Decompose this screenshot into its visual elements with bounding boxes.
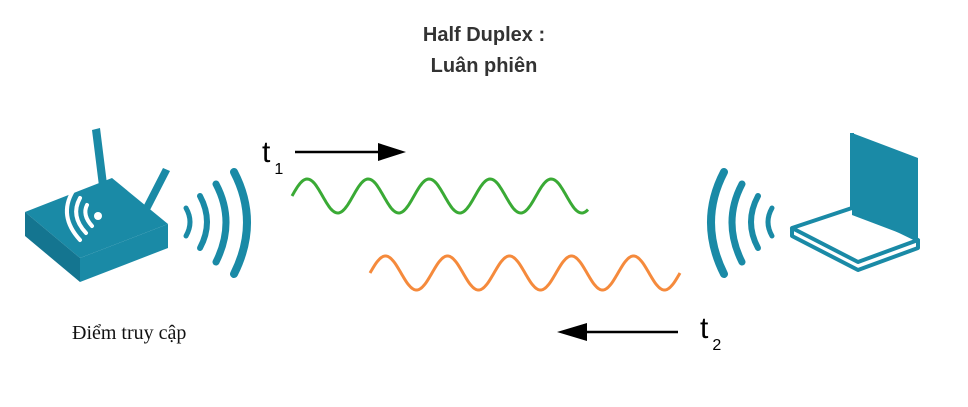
router-wifi-waves xyxy=(183,168,251,278)
router-icon xyxy=(25,128,170,282)
laptop-wifi-waves xyxy=(707,168,775,278)
t1-label-sub: 1 xyxy=(274,161,284,178)
diagram-title-line2: Luân phiên xyxy=(430,55,538,77)
t1-label: t1 xyxy=(262,136,283,179)
access-point-label: Điểm truy cập xyxy=(72,322,187,344)
t2-signal-wave xyxy=(368,254,682,292)
t2-label-main: t xyxy=(700,312,709,345)
t2-label-sub: 2 xyxy=(712,337,722,354)
t2-label: t2 xyxy=(700,312,721,355)
t2-arrow xyxy=(557,323,678,341)
diagram-title-line1: Half Duplex : xyxy=(422,24,546,46)
t1-label-main: t xyxy=(262,136,271,169)
t1-arrow xyxy=(295,143,406,161)
t1-signal-wave xyxy=(290,177,590,215)
laptop-icon xyxy=(790,133,920,272)
